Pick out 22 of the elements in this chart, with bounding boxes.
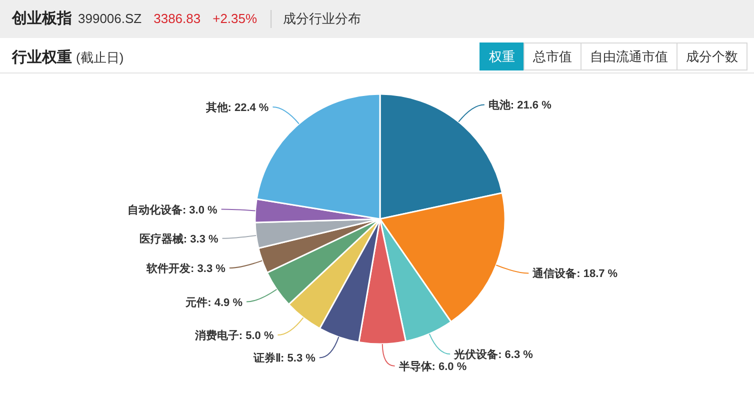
tab: 自由流通市值 [580, 42, 678, 70]
slice-label: 电池: 21.6 % [488, 98, 552, 112]
slice-label: 医疗器械: 3.3 % [139, 232, 218, 246]
text: 399006.SZ [78, 11, 142, 26]
slice-label: 软件开发: 3.3 % [146, 262, 226, 276]
text: 创业板指 [11, 10, 72, 27]
text: 3386.83 [154, 11, 201, 26]
text: 成分行业分布 [283, 11, 362, 26]
slice-label: 证券Ⅱ: 5.3 % [252, 352, 316, 365]
slice-label: 消费电子: 5.0 % [194, 329, 274, 342]
text: +2.35% [212, 11, 258, 26]
slice-label: 元件: 4.9 % [184, 296, 243, 309]
chart-subtitle: (截止日) [76, 50, 124, 65]
tab: 成分个数 [676, 42, 748, 70]
slice-label: 自动化设备: 3.0 % [127, 203, 218, 216]
slice-label: 其他: 22.4 % [204, 101, 269, 114]
tab: 总市值 [524, 42, 582, 70]
slice-label: 光伏设备: 6.3 % [453, 348, 534, 362]
slice-label: 半导体: 6.0 % [398, 360, 467, 373]
tab: 权重 [480, 42, 524, 70]
chart-title: 行业权重 [11, 49, 72, 66]
slice-label: 通信设备: 18.7 % [532, 267, 618, 280]
